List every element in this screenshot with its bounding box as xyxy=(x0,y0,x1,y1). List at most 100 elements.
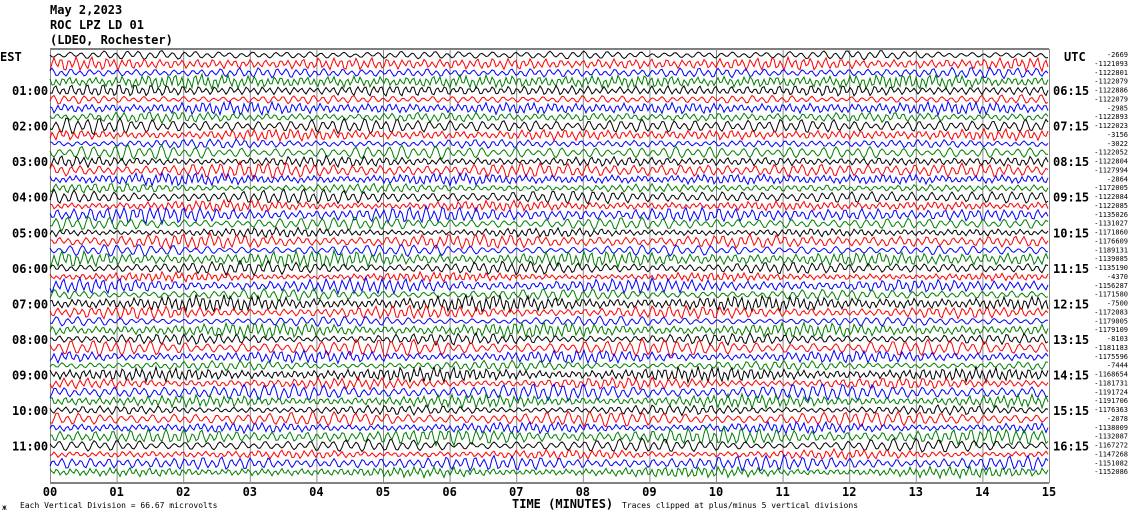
trace-offset-value: -1122804 xyxy=(1094,158,1128,166)
seismic-trace xyxy=(49,248,1049,270)
trace-offset-value: -1127994 xyxy=(1094,166,1128,174)
trace-offset-value: -1168654 xyxy=(1094,371,1128,379)
trace-offset-value: -1122079 xyxy=(1094,95,1128,103)
x-tick-label: 11 xyxy=(775,485,789,499)
trace-offset-value: -1176609 xyxy=(1094,237,1128,245)
trace-offset-value: -1167272 xyxy=(1094,442,1128,450)
est-hour-label: 04:00 xyxy=(12,191,48,205)
trace-offset-value: -1121093 xyxy=(1094,60,1128,68)
seismic-trace xyxy=(49,410,1049,428)
trace-offset-value: -1172005 xyxy=(1094,184,1128,192)
utc-hour-label: 14:15 xyxy=(1053,369,1089,383)
trace-offset-value: -1132087 xyxy=(1094,433,1128,441)
trace-offset-value: -8103 xyxy=(1107,335,1128,343)
seismic-trace xyxy=(49,320,1049,340)
seismic-trace xyxy=(49,143,1049,162)
seismic-trace xyxy=(49,348,1049,365)
clipping-note: Traces clipped at plus/minus 5 vertical … xyxy=(622,501,859,510)
trace-offset-value: -1171580 xyxy=(1094,291,1128,299)
est-hour-label: 09:00 xyxy=(12,369,48,383)
x-tick-label: 00 xyxy=(43,485,57,499)
seismic-trace xyxy=(49,182,1049,194)
seismic-trace xyxy=(49,111,1049,125)
utc-hour-label: 09:15 xyxy=(1053,191,1089,205)
seismic-trace xyxy=(49,259,1049,277)
seismic-trace xyxy=(49,375,1049,391)
seismic-trace xyxy=(49,66,1049,80)
utc-hour-label: 13:15 xyxy=(1053,333,1089,347)
x-tick-label: 03 xyxy=(243,485,257,499)
seismic-trace xyxy=(49,315,1049,327)
seismic-trace xyxy=(49,170,1049,188)
seismic-trace xyxy=(49,437,1049,453)
seismic-trace xyxy=(49,49,1049,61)
seismic-trace xyxy=(49,226,1049,239)
utc-hour-label: 12:15 xyxy=(1053,297,1089,311)
x-tick-label: 02 xyxy=(176,485,190,499)
corner-mark: ж xyxy=(2,503,7,512)
seismic-trace xyxy=(49,364,1049,385)
trace-offset-value: -1138009 xyxy=(1094,424,1128,432)
est-zone-label: EST xyxy=(0,50,22,64)
x-tick-label: 07 xyxy=(509,485,523,499)
seismic-trace xyxy=(49,293,1049,314)
trace-offset-value: -1175596 xyxy=(1094,353,1128,361)
x-tick-label: 14 xyxy=(975,485,989,499)
est-hour-label: 11:00 xyxy=(12,440,48,454)
seismic-trace xyxy=(49,270,1049,284)
trace-offset-value: -1122893 xyxy=(1094,113,1128,121)
x-tick-label: 10 xyxy=(709,485,723,499)
x-tick-label: 08 xyxy=(576,485,590,499)
x-tick-label: 05 xyxy=(376,485,390,499)
trace-offset-value: -2985 xyxy=(1107,104,1128,112)
trace-offset-value: -1122085 xyxy=(1094,202,1128,210)
seismic-trace xyxy=(49,127,1049,143)
trace-offset-value: -2669 xyxy=(1107,51,1128,59)
seismic-trace xyxy=(49,94,1049,105)
trace-offset-value: -1179109 xyxy=(1094,326,1128,334)
seismic-trace xyxy=(49,425,1049,447)
est-hour-label: 08:00 xyxy=(12,333,48,347)
seismic-trace xyxy=(49,392,1049,411)
seismic-trace xyxy=(49,243,1049,258)
utc-hour-label: 06:15 xyxy=(1053,84,1089,98)
est-hour-label: 01:00 xyxy=(12,84,48,98)
seismic-trace xyxy=(49,275,1049,296)
trace-offset-value: -1191724 xyxy=(1094,388,1128,396)
record-date: May 2,2023 xyxy=(50,3,123,17)
trace-offset-value: -1122079 xyxy=(1094,78,1128,86)
est-hour-label: 03:00 xyxy=(12,155,48,169)
trace-offset-value: -7444 xyxy=(1107,362,1128,370)
trace-offset-value: -1135026 xyxy=(1094,211,1128,219)
utc-hour-label: 15:15 xyxy=(1053,404,1089,418)
seismic-trace xyxy=(49,99,1049,117)
trace-offset-value: -1171860 xyxy=(1094,229,1128,237)
est-hour-label: 02:00 xyxy=(12,120,48,134)
seismic-trace xyxy=(49,420,1049,435)
seismic-trace xyxy=(49,215,1049,232)
trace-offset-value: -1179005 xyxy=(1094,317,1128,325)
seismic-trace xyxy=(49,453,1049,472)
seismic-trace xyxy=(49,231,1049,251)
seismic-trace xyxy=(49,116,1049,136)
trace-offset-value: -1122886 xyxy=(1094,87,1128,95)
x-tick-label: 04 xyxy=(309,485,323,499)
seismic-trace xyxy=(49,198,1049,213)
seismic-trace xyxy=(49,160,1049,181)
est-hour-label: 07:00 xyxy=(12,297,48,311)
trace-offset-value: -2078 xyxy=(1107,415,1128,423)
station-code: ROC LPZ LD 01 xyxy=(50,18,144,32)
vertical-division-note: Each Vertical Division = 66.67 microvolt… xyxy=(20,501,218,510)
utc-hour-label: 11:15 xyxy=(1053,262,1089,276)
trace-offset-value: -1122084 xyxy=(1094,193,1128,201)
network-name: (LDEO, Rochester) xyxy=(50,33,173,47)
trace-offset-value: -1122801 xyxy=(1094,69,1128,77)
utc-zone-label: UTC xyxy=(1064,50,1086,64)
trace-offset-value: -2864 xyxy=(1107,175,1128,183)
trace-offset-value: -1151082 xyxy=(1094,459,1128,467)
trace-offset-value: -1189131 xyxy=(1094,246,1128,254)
trace-offset-value: -3156 xyxy=(1107,131,1128,139)
trace-offset-value: -1122023 xyxy=(1094,122,1128,130)
seismic-trace xyxy=(49,204,1049,226)
